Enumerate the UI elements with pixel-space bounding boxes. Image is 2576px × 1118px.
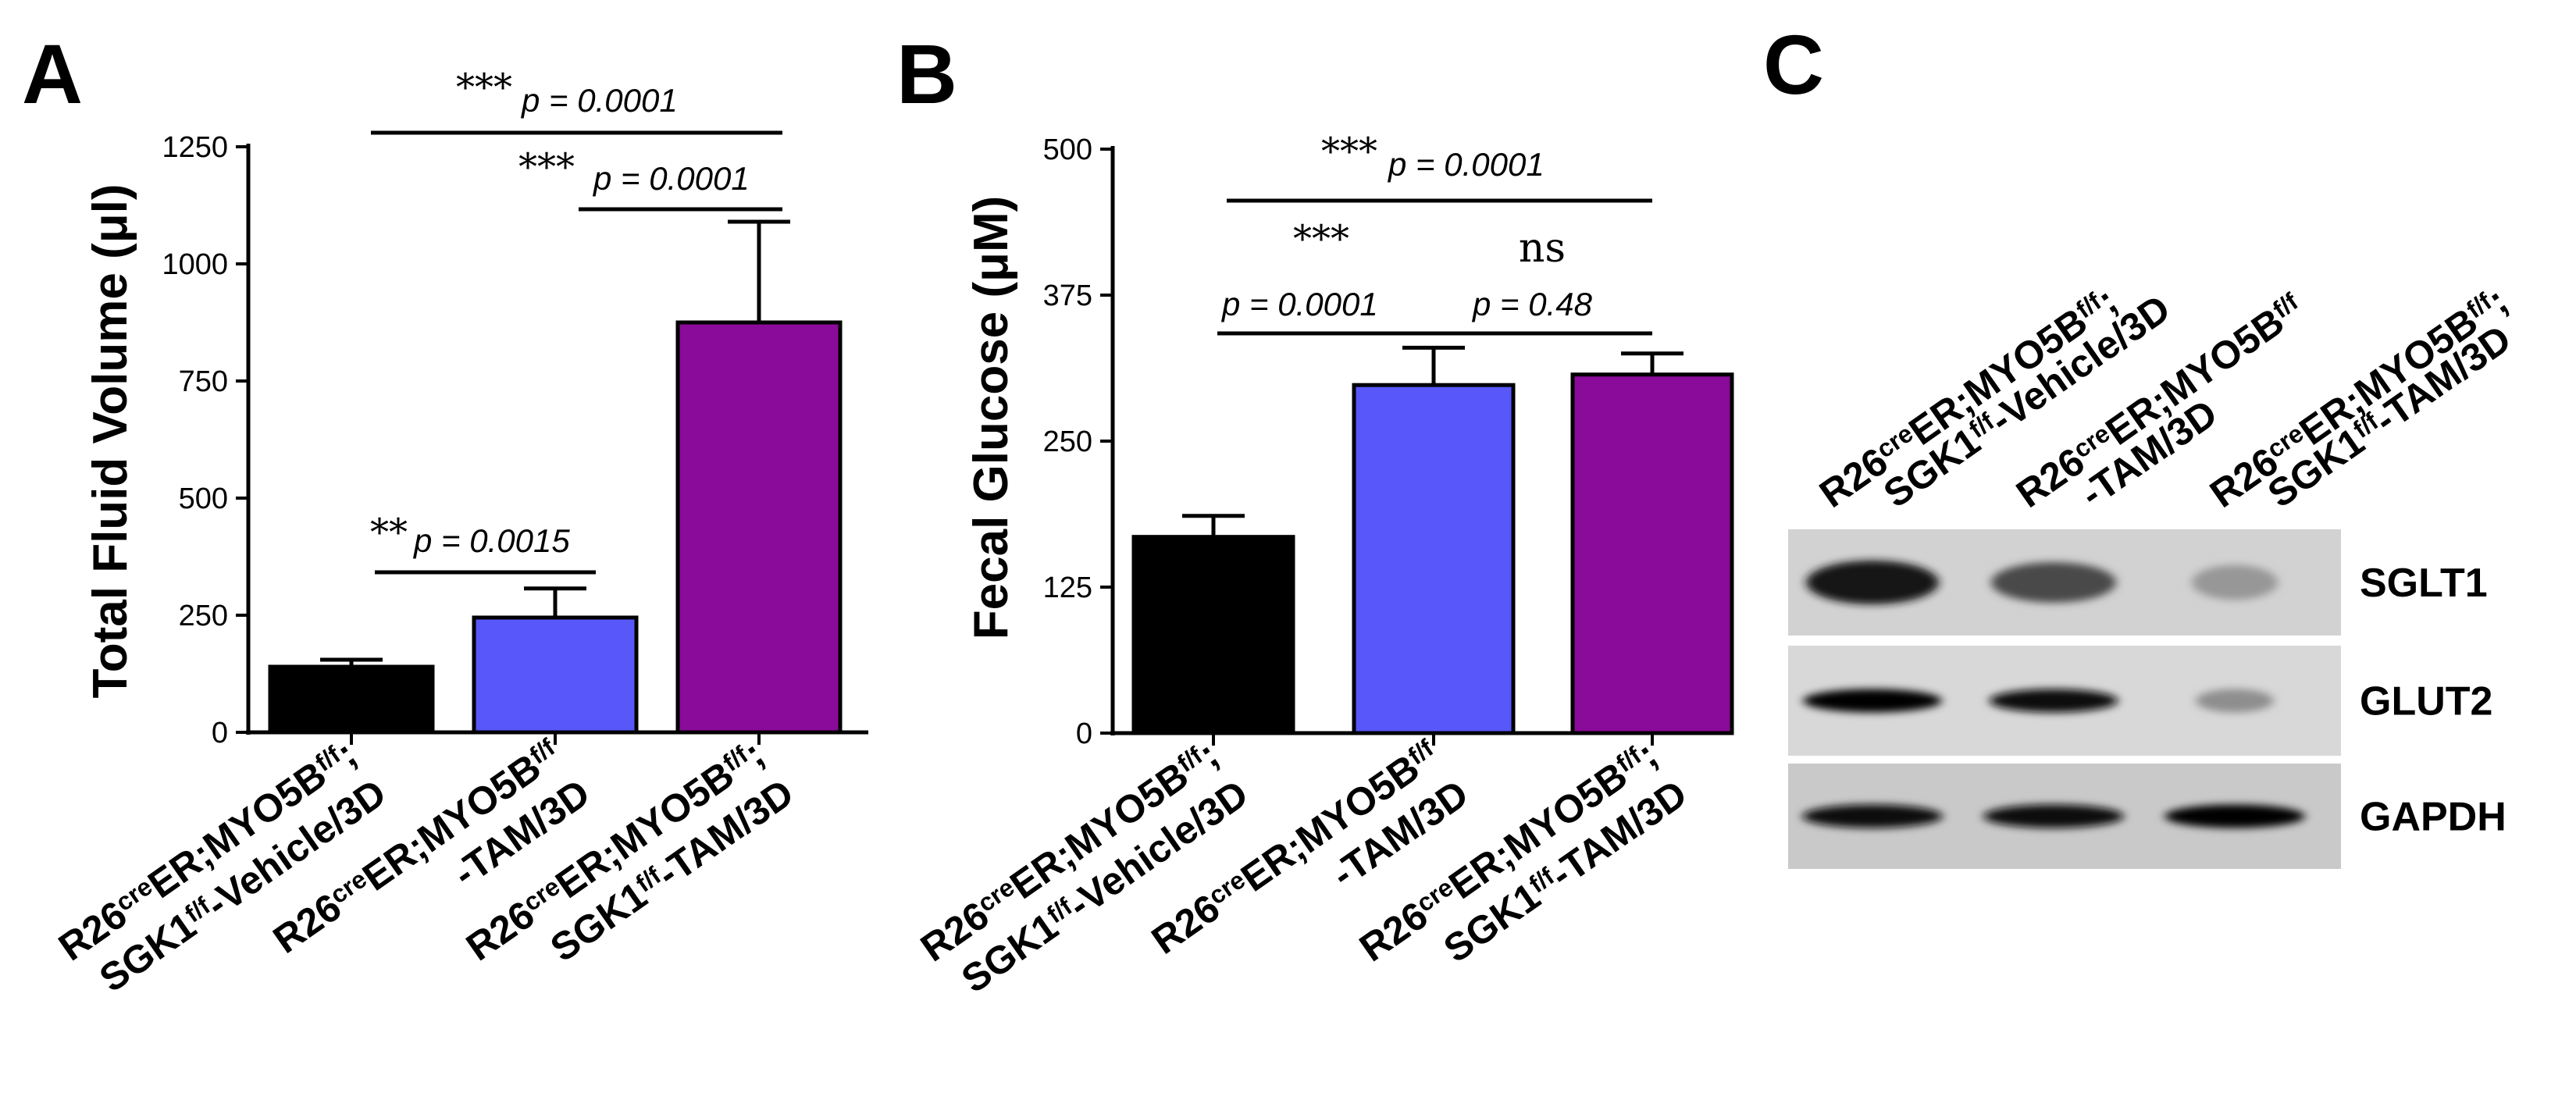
chart-b-ytick-label: 125 (1043, 571, 1092, 604)
blot-label-gapdh: GAPDH (2360, 795, 2507, 840)
blot-band-gapdh-lane-0 (1802, 804, 1943, 828)
blot-band-gapdh-lane-1 (1983, 804, 2124, 828)
blot-band-glut2-lane-1 (1989, 689, 2118, 713)
chart-b-sig-stars-0: *** (1293, 217, 1349, 261)
chart-a-bar-0 (268, 664, 435, 735)
panel-a-letter: A (22, 27, 83, 121)
chart-b-ytick-label: 0 (1076, 717, 1092, 750)
blot-band-gapdh-lane-2 (2164, 804, 2305, 828)
blot-label-glut2: GLUT2 (2360, 679, 2492, 725)
chart-a: Total Fluid Volume (μl) 0 250 500 750 1000 12… (51, 66, 868, 1000)
blot-label-sglt1: SGLT1 (2360, 561, 2488, 606)
chart-a-ytick-label: 750 (179, 365, 228, 398)
chart-a-ytick-label: 0 (212, 717, 228, 749)
chart-a-ytick-label: 500 (179, 482, 228, 515)
western-blot: SGLT1GLUT2GAPDHR26creER;MYO5Bf/f;SGK1f/f… (1788, 279, 2519, 869)
chart-a-ytick-label: 250 (179, 600, 228, 632)
chart-b-bar-2 (1570, 372, 1734, 735)
chart-a-pvalue-1: p = 0.0001 (592, 160, 750, 197)
panel-b-letter: B (896, 27, 957, 121)
blot-band-sglt1-lane-0 (1806, 560, 1939, 605)
chart-a-sig-stars-1: *** (518, 145, 575, 189)
chart-b-sig-stars-2: *** (1321, 130, 1377, 173)
chart-b-ytick-label: 375 (1043, 280, 1092, 312)
chart-b-pvalue-2: p = 0.0001 (1387, 146, 1545, 183)
chart-b-ylabel: Fecal Glucose (μM) (964, 196, 1018, 640)
chart-a-bar-2 (675, 320, 843, 735)
panel-c-letter: C (1763, 17, 1824, 112)
chart-a-pvalue-2: p = 0.0001 (520, 82, 678, 119)
chart-a-ytick-label: 1000 (162, 248, 228, 281)
chart-b-bar-1 (1352, 383, 1516, 735)
chart-a-pvalue-0: p = 0.0015 (412, 522, 570, 559)
blot-band-glut2-lane-0 (1803, 689, 1942, 713)
chart-b: Fecal Glucose (μM) 0125250375500R26creER… (913, 130, 1734, 1001)
chart-a-bar-1 (472, 615, 639, 735)
chart-b-ytick-label: 250 (1043, 425, 1092, 458)
chart-b-pvalue-1: p = 0.48 (1471, 286, 1593, 322)
chart-a-ylabel: Total Fluid Volume (μl) (84, 183, 137, 698)
chart-b-sig-ns-1: ns (1519, 225, 1566, 272)
chart-a-ytick-label: 1250 (162, 131, 228, 164)
chart-a-sig-stars-2: *** (456, 66, 512, 109)
chart-b-pvalue-0: p = 0.0001 (1220, 286, 1378, 322)
blot-band-sglt1-lane-2 (2192, 564, 2278, 600)
chart-b-bar-0 (1131, 535, 1295, 735)
chart-a-sig-stars-0: ** (370, 511, 408, 554)
chart-b-ytick-label: 500 (1043, 134, 1092, 166)
blot-band-sglt1-lane-1 (1991, 562, 2116, 603)
blot-band-glut2-lane-2 (2196, 689, 2274, 713)
